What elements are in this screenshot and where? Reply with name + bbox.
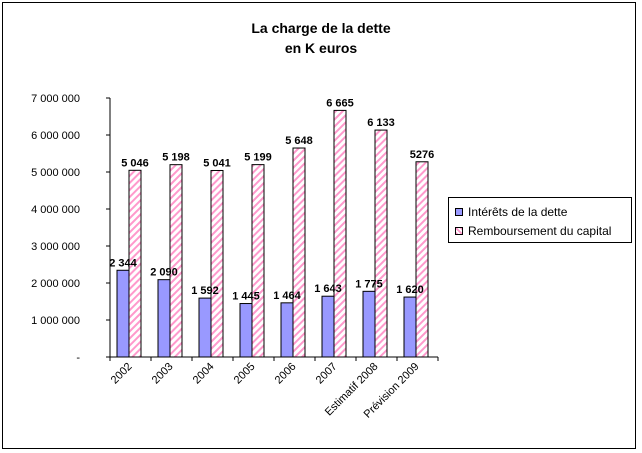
data-label-remboursement: 5 046	[121, 157, 149, 169]
bar-interets	[116, 269, 130, 358]
y-tick-label: 2 000 000	[31, 278, 80, 290]
legend-item-remboursement: Remboursement du capital	[455, 223, 611, 239]
bar-remboursement	[292, 147, 306, 358]
data-label-interets: 2 090	[150, 267, 178, 279]
legend-swatch-interets	[455, 208, 463, 216]
bar-remboursement	[251, 164, 265, 358]
x-tick-label: 2005	[232, 361, 258, 387]
bar-remboursement	[128, 169, 142, 358]
x-tick-label: 2006	[273, 361, 299, 387]
bar-remboursement	[333, 109, 347, 358]
chart-title-line-2: en K euros	[284, 40, 358, 56]
y-tick-label: 1 000 000	[31, 315, 80, 327]
data-label-interets: 1 445	[232, 291, 260, 303]
chart-title: La charge de la dette en K euros	[0, 18, 642, 58]
bar-remboursement	[169, 164, 183, 358]
data-label-remboursement: 6 665	[326, 97, 354, 109]
x-tick-label: 2007	[314, 361, 340, 387]
y-tick-label: 3 000 000	[31, 241, 80, 253]
bar-interets	[280, 302, 294, 358]
bar-interets	[362, 290, 376, 358]
bar-interets	[157, 279, 171, 358]
data-label-remboursement: 6 133	[367, 117, 395, 129]
bar-remboursement	[374, 129, 388, 358]
bar-interets	[321, 295, 335, 358]
bar-interets	[198, 297, 212, 358]
data-label-interets: 1 592	[191, 285, 219, 297]
bar-remboursement	[210, 169, 224, 358]
x-tick-label: 2002	[109, 361, 135, 387]
data-label-interets: 1 620	[396, 284, 424, 296]
data-label-remboursement: 5 041	[203, 157, 231, 169]
data-label-interets: 1 643	[314, 283, 342, 295]
bar-remboursement	[415, 161, 429, 358]
data-label-interets: 1 775	[355, 278, 383, 290]
data-label-remboursement: 5 199	[244, 152, 272, 164]
data-label-remboursement: 5 198	[162, 152, 190, 164]
data-label-interets: 1 464	[273, 290, 301, 302]
chart-title-line-1: La charge de la dette	[251, 20, 391, 36]
data-label-remboursement: 5276	[410, 149, 434, 161]
x-tick-label: 2004	[191, 361, 217, 387]
legend-label-interets: Intérêts de la dette	[468, 205, 568, 219]
data-label-interets: 2 344	[109, 257, 137, 269]
x-tick-label: 2003	[150, 361, 176, 387]
y-tick-label: 4 000 000	[31, 204, 80, 216]
y-tick-label: -	[76, 352, 80, 364]
y-tick-label: 6 000 000	[31, 130, 80, 142]
y-tick-label: 5 000 000	[31, 167, 80, 179]
bar-interets	[403, 296, 417, 358]
legend-item-interets: Intérêts de la dette	[455, 204, 567, 220]
chart-legend: Intérêts de la dette Remboursement du ca…	[448, 197, 632, 243]
legend-label-remboursement: Remboursement du capital	[468, 224, 612, 238]
y-tick-label: 7 000 000	[31, 93, 80, 105]
data-label-remboursement: 5 648	[285, 135, 313, 147]
legend-swatch-remboursement	[455, 227, 463, 235]
bar-interets	[239, 303, 253, 358]
